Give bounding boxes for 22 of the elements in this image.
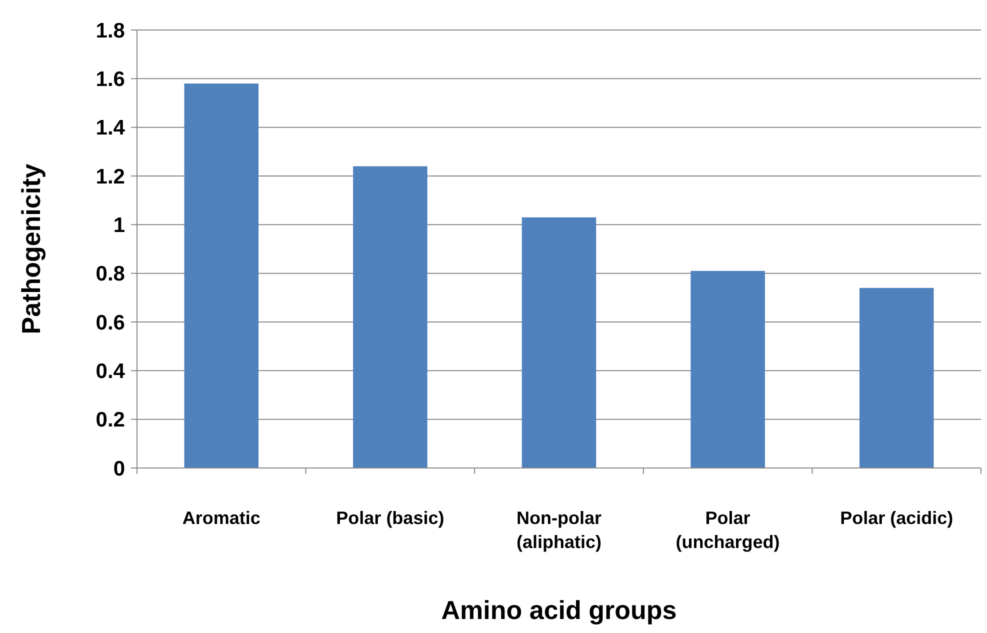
x-axis-title: Amino acid groups [441, 595, 677, 625]
y-tick-label: 0 [113, 457, 125, 480]
y-axis-title: Pathogenicity [16, 163, 46, 334]
y-tick-label: 1 [113, 214, 126, 238]
y-tick-label: 1.4 [96, 116, 126, 140]
y-tick-label: 0.2 [96, 408, 125, 432]
x-tick-label: Polar (acidic) [840, 508, 954, 528]
y-tick-label: 0.4 [96, 360, 126, 384]
y-tick-label: 1.2 [96, 165, 125, 188]
x-tick-label: Aromatic [182, 508, 260, 528]
y-tick-label: 0.8 [96, 262, 126, 286]
bar [690, 270, 765, 468]
y-tick-label: 0.6 [96, 311, 125, 334]
x-tick-label: Non-polar (aliphatic) [516, 508, 602, 552]
bar [522, 217, 596, 468]
x-tick-label: Polar (uncharged) [676, 508, 780, 552]
y-tick-label: 1.6 [96, 68, 125, 92]
y-tick-label: 1.8 [96, 19, 126, 42]
bar [184, 84, 259, 468]
bar [353, 166, 428, 468]
x-tick-label: Polar (basic) [336, 508, 444, 528]
bar [859, 288, 934, 468]
